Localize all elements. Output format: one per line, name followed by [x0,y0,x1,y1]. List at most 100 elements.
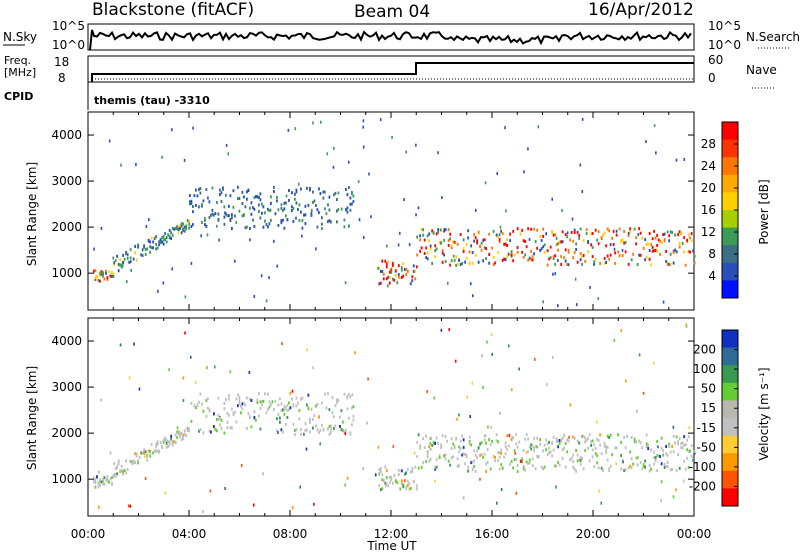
data-cell [143,245,146,249]
x-tick-label: 00:00 [677,527,712,541]
data-cell [135,454,138,458]
data-cell [292,422,295,426]
data-cell [518,367,520,371]
noise-right-tick-top: 10^5 [708,19,741,33]
data-cell [131,460,134,464]
data-cell [506,434,509,438]
data-cell [665,249,668,253]
data-cell [304,213,307,217]
data-cell [483,246,486,250]
data-cell [260,274,263,278]
data-cell [93,247,95,251]
data-cell [671,230,674,234]
data-cell [474,236,477,240]
data-cell [563,446,566,450]
data-cell [677,442,680,446]
data-cell [291,191,293,195]
data-cell [198,400,200,404]
data-cell [127,504,130,508]
data-cell [620,240,623,244]
data-cell [582,253,585,257]
data-cell [593,262,596,266]
data-cell [330,220,332,224]
data-cell [429,436,432,440]
data-cell [246,396,248,400]
data-cell [219,416,221,420]
data-cell [452,455,455,459]
data-cell [608,257,611,261]
data-cell [563,256,566,260]
data-cell [265,299,268,303]
data-cell [465,243,468,247]
data-cell [228,204,230,208]
data-cell [307,393,310,397]
data-cell [606,434,609,438]
data-cell [500,463,503,467]
data-cell [345,208,347,212]
data-cell [270,403,272,407]
data-cell [599,433,602,437]
data-cell [447,228,450,232]
data-cell [512,229,515,233]
data-cell [280,221,283,225]
data-cell [268,405,271,409]
data-cell [313,199,316,203]
data-cell [180,231,183,235]
data-cell [552,233,555,237]
data-cell [137,458,140,462]
data-cell [605,451,608,455]
data-cell [417,206,420,210]
data-cell [237,197,239,201]
data-cell [680,231,683,235]
data-cell [387,284,389,288]
data-cell [537,125,540,129]
data-cell [201,402,203,406]
data-cell [426,257,429,261]
data-cell [265,222,268,226]
data-cell [557,248,560,252]
data-cell [199,392,202,396]
data-cell [162,238,165,242]
colorbar-tick-label: -50 [696,440,716,454]
data-cell [683,250,686,254]
data-cell [490,425,492,429]
data-cell [500,487,503,491]
data-cell [564,233,567,237]
data-cell [298,409,301,413]
data-cell [201,221,203,225]
data-cell [225,212,227,216]
data-cell [485,462,488,466]
data-cell [558,463,561,467]
data-cell [231,407,233,411]
data-cell [665,259,668,263]
data-cell [648,464,651,468]
data-cell [594,452,597,456]
data-cell [515,433,518,437]
data-cell [692,249,695,253]
data-cell [482,386,484,390]
data-cell [594,447,597,451]
data-cell [468,435,471,439]
data-cell [512,435,515,439]
data-cell [398,231,401,235]
data-cell [414,465,417,469]
data-cell [507,252,510,256]
data-cell [635,242,638,246]
data-cell [490,333,493,337]
data-cell [340,207,343,211]
x-tick-label: 12:00 [374,527,409,541]
data-cell [575,469,578,473]
data-cell [400,482,403,486]
data-cell [330,427,332,431]
data-cell [435,247,438,251]
data-cell [560,439,563,443]
data-cell [528,461,531,465]
data-cell [112,273,115,277]
data-cell [292,506,294,510]
data-cell [402,483,405,487]
data-cell [346,210,349,214]
data-cell [642,246,645,250]
data-cell [638,439,641,443]
data-cell [195,203,197,207]
